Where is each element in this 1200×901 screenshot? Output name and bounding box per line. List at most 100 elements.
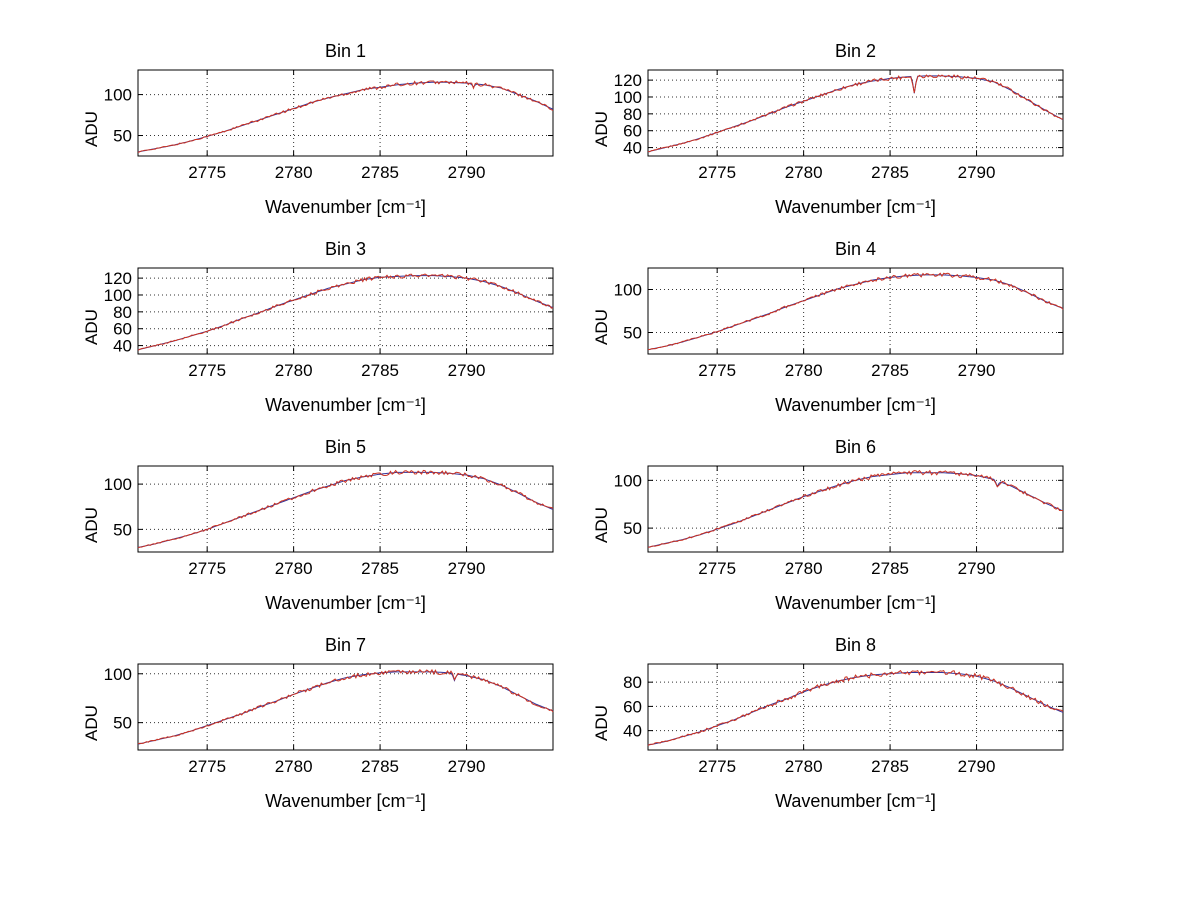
x-tick-label: 2790 bbox=[958, 559, 996, 578]
x-tick-label: 2780 bbox=[275, 559, 313, 578]
trace-under-line bbox=[647, 274, 1064, 351]
x-axis-label: Wavenumber [cm⁻¹] bbox=[265, 197, 426, 217]
y-axis-label: ADU bbox=[592, 658, 612, 788]
x-tick-label: 2775 bbox=[698, 559, 736, 578]
y-tick-label: 50 bbox=[113, 520, 132, 539]
x-tick-label: 2790 bbox=[958, 361, 996, 380]
y-tick-label: 40 bbox=[113, 337, 132, 356]
y-tick-label: 120 bbox=[104, 269, 132, 288]
subplot-grid: Bin 1 ADU 2775 2780 2785 2790 50 100 Wavenumb… bbox=[48, 38, 1068, 818]
y-axis-label: ADU bbox=[82, 262, 102, 392]
subplot-bin-7: Bin 7 ADU 2775 2780 2785 2790 50 100 Wavenumb… bbox=[48, 632, 558, 818]
x-tick-label: 2775 bbox=[698, 361, 736, 380]
y-tick-label: 100 bbox=[104, 86, 132, 105]
x-axis-label: Wavenumber [cm⁻¹] bbox=[265, 395, 426, 415]
plot-area: 2775 2780 2785 2790 50 100 bbox=[614, 267, 1064, 380]
y-tick-label: 100 bbox=[104, 475, 132, 494]
subplot-bin-2: Bin 2 ADU 2775 2780 2785 2790 40 60 80 100 120 W… bbox=[558, 38, 1068, 224]
y-tick-label: 80 bbox=[623, 105, 642, 124]
x-axis-label: Wavenumber [cm⁻¹] bbox=[775, 197, 936, 217]
trace-line bbox=[647, 272, 1064, 351]
x-tick-label: 2780 bbox=[275, 361, 313, 380]
y-axis-label-text: ADU bbox=[592, 705, 611, 741]
trace-line bbox=[647, 669, 1064, 746]
y-tick-label: 50 bbox=[623, 324, 642, 343]
subplot-bin-5: Bin 5 ADU 2775 2780 2785 2790 50 100 Wavenumb… bbox=[48, 434, 558, 620]
x-axis-label: Wavenumber [cm⁻¹] bbox=[775, 395, 936, 415]
x-tick-label: 2790 bbox=[958, 757, 996, 776]
x-tick-label: 2790 bbox=[448, 361, 486, 380]
axes-box bbox=[137, 465, 554, 553]
axes-box bbox=[647, 465, 1064, 553]
x-tick-label: 2790 bbox=[958, 163, 996, 182]
axes-box bbox=[137, 69, 554, 157]
y-axis-label-text: ADU bbox=[82, 507, 101, 543]
x-tick-label: 2775 bbox=[698, 757, 736, 776]
y-tick-label: 80 bbox=[623, 673, 642, 692]
plot-title: Bin 1 bbox=[324, 41, 367, 61]
y-tick-label: 50 bbox=[113, 714, 132, 733]
x-tick-label: 2780 bbox=[785, 361, 823, 380]
y-axis-label: ADU bbox=[82, 64, 102, 194]
y-tick-label: 100 bbox=[614, 88, 642, 107]
x-tick-label: 2785 bbox=[361, 163, 399, 182]
axes-box bbox=[647, 267, 1064, 355]
plot-area: 2775 2780 2785 2790 50 100 bbox=[104, 663, 554, 776]
plot-title: Bin 2 bbox=[834, 41, 877, 61]
plot-title: Bin 7 bbox=[324, 635, 367, 655]
x-tick-label: 2785 bbox=[361, 361, 399, 380]
y-axis-label: ADU bbox=[82, 460, 102, 590]
x-tick-label: 2780 bbox=[785, 163, 823, 182]
y-tick-label: 60 bbox=[113, 320, 132, 339]
y-axis-label-text: ADU bbox=[592, 111, 611, 147]
subplot-bin-1: Bin 1 ADU 2775 2780 2785 2790 50 100 Wavenumb… bbox=[48, 38, 558, 224]
plot-area: 2775 2780 2785 2790 50 100 bbox=[614, 465, 1064, 578]
y-tick-label: 100 bbox=[614, 471, 642, 490]
plot-title: Bin 5 bbox=[324, 437, 367, 457]
axes-box bbox=[647, 663, 1064, 751]
x-axis-label: Wavenumber [cm⁻¹] bbox=[265, 593, 426, 613]
y-axis-label-text: ADU bbox=[592, 309, 611, 345]
x-tick-label: 2780 bbox=[275, 757, 313, 776]
plot-area: 2775 2780 2785 2790 50 100 bbox=[104, 465, 554, 578]
plot-area: 2775 2780 2785 2790 40 60 80 bbox=[623, 663, 1064, 776]
x-tick-label: 2785 bbox=[361, 757, 399, 776]
axes-box bbox=[137, 267, 554, 355]
y-axis-label: ADU bbox=[592, 460, 612, 590]
trace-line bbox=[647, 74, 1064, 153]
y-axis-label-text: ADU bbox=[82, 309, 101, 345]
y-tick-label: 50 bbox=[113, 127, 132, 146]
subplot-bin-8: Bin 8 ADU 2775 2780 2785 2790 40 60 80 Wavenum… bbox=[558, 632, 1068, 818]
trace-line bbox=[647, 469, 1064, 548]
x-tick-label: 2775 bbox=[188, 163, 226, 182]
x-axis-label: Wavenumber [cm⁻¹] bbox=[775, 593, 936, 613]
y-tick-label: 100 bbox=[614, 281, 642, 300]
y-axis-label: ADU bbox=[592, 64, 612, 194]
x-axis-label: Wavenumber [cm⁻¹] bbox=[265, 791, 426, 811]
y-axis-label: ADU bbox=[82, 658, 102, 788]
trace-line bbox=[137, 273, 554, 351]
x-tick-label: 2785 bbox=[871, 163, 909, 182]
plot-title: Bin 6 bbox=[834, 437, 877, 457]
x-tick-label: 2780 bbox=[785, 757, 823, 776]
x-tick-label: 2785 bbox=[871, 559, 909, 578]
x-tick-label: 2775 bbox=[188, 361, 226, 380]
x-tick-label: 2775 bbox=[188, 757, 226, 776]
subplot-bin-6: Bin 6 ADU 2775 2780 2785 2790 50 100 Wavenumb… bbox=[558, 434, 1068, 620]
plot-title: Bin 3 bbox=[324, 239, 367, 259]
y-tick-label: 80 bbox=[113, 303, 132, 322]
trace-line bbox=[137, 469, 554, 549]
y-axis-label-text: ADU bbox=[82, 111, 101, 147]
x-axis-label: Wavenumber [cm⁻¹] bbox=[775, 791, 936, 811]
x-tick-label: 2785 bbox=[871, 361, 909, 380]
axes-box bbox=[137, 663, 554, 751]
trace-under-line bbox=[137, 275, 554, 351]
y-tick-label: 120 bbox=[614, 71, 642, 90]
trace-line bbox=[137, 668, 554, 745]
x-tick-label: 2785 bbox=[871, 757, 909, 776]
trace-under-line bbox=[647, 671, 1064, 746]
x-tick-label: 2775 bbox=[188, 559, 226, 578]
y-axis-label-text: ADU bbox=[592, 507, 611, 543]
